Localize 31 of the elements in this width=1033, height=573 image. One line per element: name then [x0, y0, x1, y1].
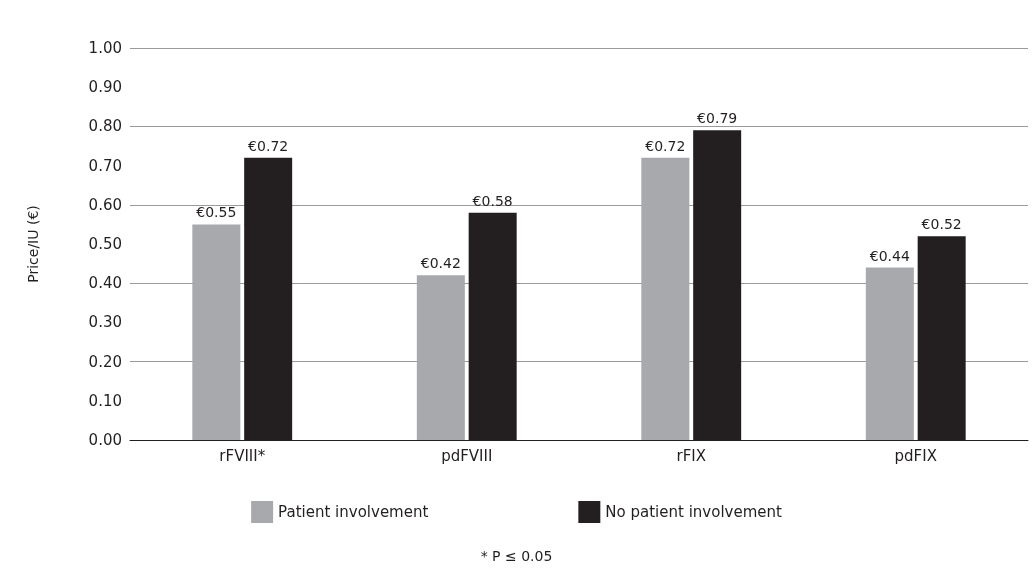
y-tick-label: 0.30: [88, 313, 122, 332]
y-tick-label: 0.70: [88, 156, 122, 175]
y-tick-label: 0.00: [88, 431, 122, 449]
y-tick-label: 0.20: [88, 352, 122, 371]
y-axis-title: Price/IU (€): [25, 205, 41, 283]
y-tick-label: 0.90: [88, 78, 122, 97]
bar: [416, 275, 465, 440]
y-tick-label: 0.40: [88, 274, 122, 293]
y-tick-label: 0.10: [88, 391, 122, 410]
y-tick-label: 0.60: [88, 195, 122, 214]
text: * P ≤ 0.05: [480, 548, 553, 564]
data-label: €0.44: [869, 247, 910, 264]
legend-label: No patient involvement: [605, 503, 782, 521]
x-tick-label: pdFIX: [894, 446, 937, 465]
y-tick-label: 0.50: [88, 235, 122, 253]
data-label: €0.52: [921, 216, 962, 233]
data-label: €0.79: [697, 110, 738, 127]
legend-label: Patient involvement: [278, 503, 429, 521]
x-tick-label: rFIX: [676, 446, 706, 465]
x-tick-label: rFVIII*: [219, 446, 266, 465]
data-label: €0.42: [420, 255, 461, 272]
data-label: €0.72: [248, 137, 289, 154]
data-label: €0.72: [645, 137, 686, 154]
y-tick-label: 0.80: [88, 117, 122, 136]
bar: [865, 267, 914, 440]
bar: [192, 224, 241, 440]
data-label: €0.55: [196, 204, 237, 221]
data-label: €0.58: [472, 192, 513, 209]
y-tick-label: 1.00: [88, 39, 122, 57]
bar: [641, 157, 690, 440]
x-tick-label: pdFVIII: [441, 446, 493, 465]
